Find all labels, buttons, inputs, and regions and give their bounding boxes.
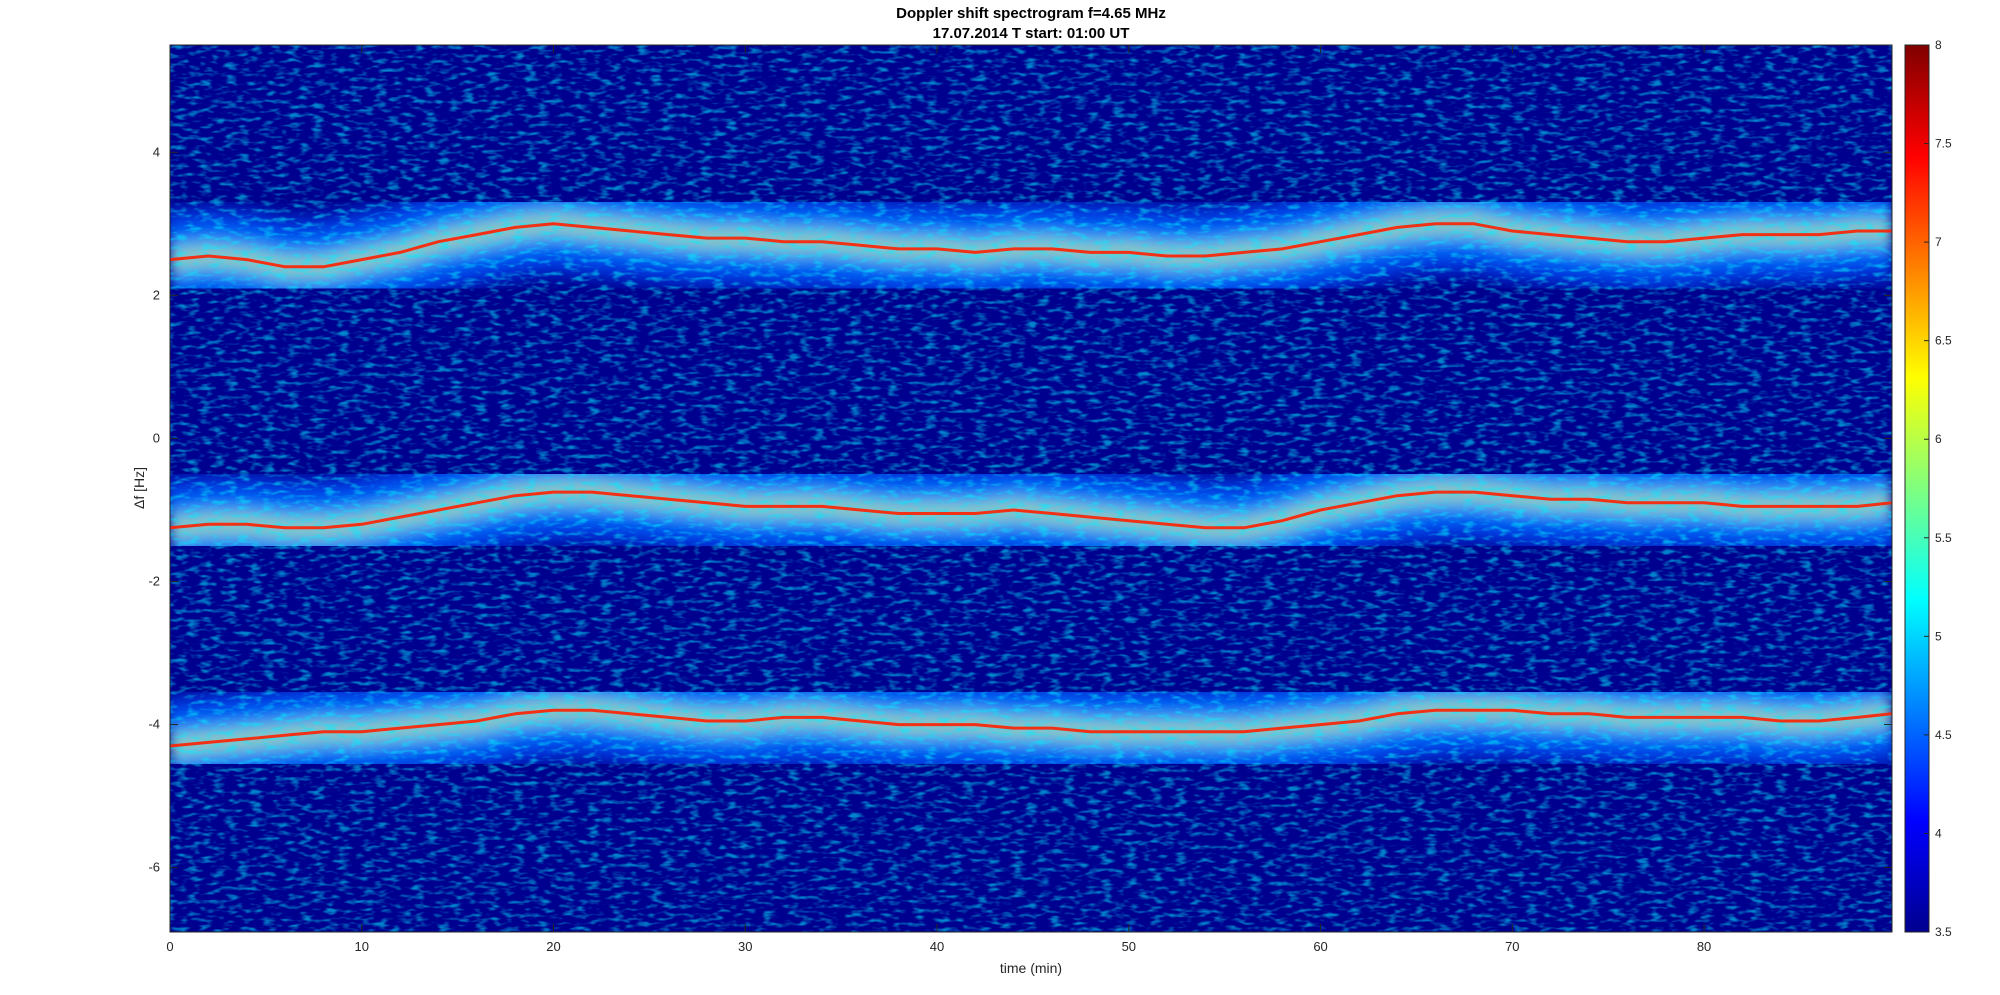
plot-border	[169, 44, 1893, 933]
y-axis-label: Δf [Hz]	[131, 467, 147, 509]
y-tick-label-0: 0	[153, 430, 160, 445]
y-tick-label--6: -6	[148, 860, 160, 875]
colorbar-gradient	[1904, 44, 1930, 933]
colorbar-tick-label-8: 8	[1935, 38, 1942, 52]
y-tick-label--4: -4	[148, 717, 160, 732]
speckle-noise	[170, 45, 1892, 932]
x-tick-label-80: 80	[1697, 939, 1711, 954]
x-tick-label-40: 40	[930, 939, 944, 954]
colorbar-tick-label-5.5: 5.5	[1935, 531, 1952, 545]
x-tick-label-30: 30	[738, 939, 752, 954]
x-tick-label-0: 0	[166, 939, 173, 954]
colorbar-tick-label-7: 7	[1935, 235, 1942, 249]
y-tick-label--2: -2	[148, 573, 160, 588]
colorbar-ticks: 3.5 4 4.5 5 5.5 6 6.5 7 7.5 8	[1924, 38, 1952, 939]
chart-title: Doppler shift spectrogram f=4.65 MHz	[896, 5, 1166, 22]
doppler-band-core-2	[170, 490, 1892, 530]
y-tick-label-4: 4	[153, 144, 160, 159]
x-axis-label: time (min)	[1000, 960, 1062, 976]
colorbar-tick-label-6.5: 6.5	[1935, 334, 1952, 348]
colorbar-tick-label-5: 5	[1935, 629, 1942, 643]
doppler-band-core-1	[170, 222, 1892, 269]
x-tick-label-60: 60	[1313, 939, 1327, 954]
chart-subtitle: 17.07.2014 T start: 01:00 UT	[933, 25, 1130, 42]
colorbar-tick-label-4: 4	[1935, 826, 1942, 840]
x-tick-label-70: 70	[1505, 939, 1519, 954]
colorbar-tick-label-4.5: 4.5	[1935, 728, 1952, 742]
doppler-band-core-3	[170, 708, 1892, 748]
x-tick-label-10: 10	[355, 939, 369, 954]
colorbar: 3.5 4 4.5 5 5.5 6 6.5 7 7.5 8	[1904, 38, 1952, 939]
doppler-band-cores	[170, 222, 1892, 748]
x-tick-label-50: 50	[1122, 939, 1136, 954]
x-axis: 0 10 20 30 40 50 60 70 80	[166, 45, 1711, 954]
y-axis: -6 -4 -2 0 2 4	[148, 144, 1892, 875]
x-tick-label-20: 20	[546, 939, 560, 954]
colorbar-tick-label-6: 6	[1935, 432, 1942, 446]
chart-title-group: Doppler shift spectrogram f=4.65 MHz 17.…	[896, 5, 1166, 42]
colorbar-tick-label-3.5: 3.5	[1935, 925, 1952, 939]
plot-area	[170, 45, 1892, 932]
colorbar-tick-label-7.5: 7.5	[1935, 137, 1952, 151]
y-tick-label-2: 2	[153, 287, 160, 302]
